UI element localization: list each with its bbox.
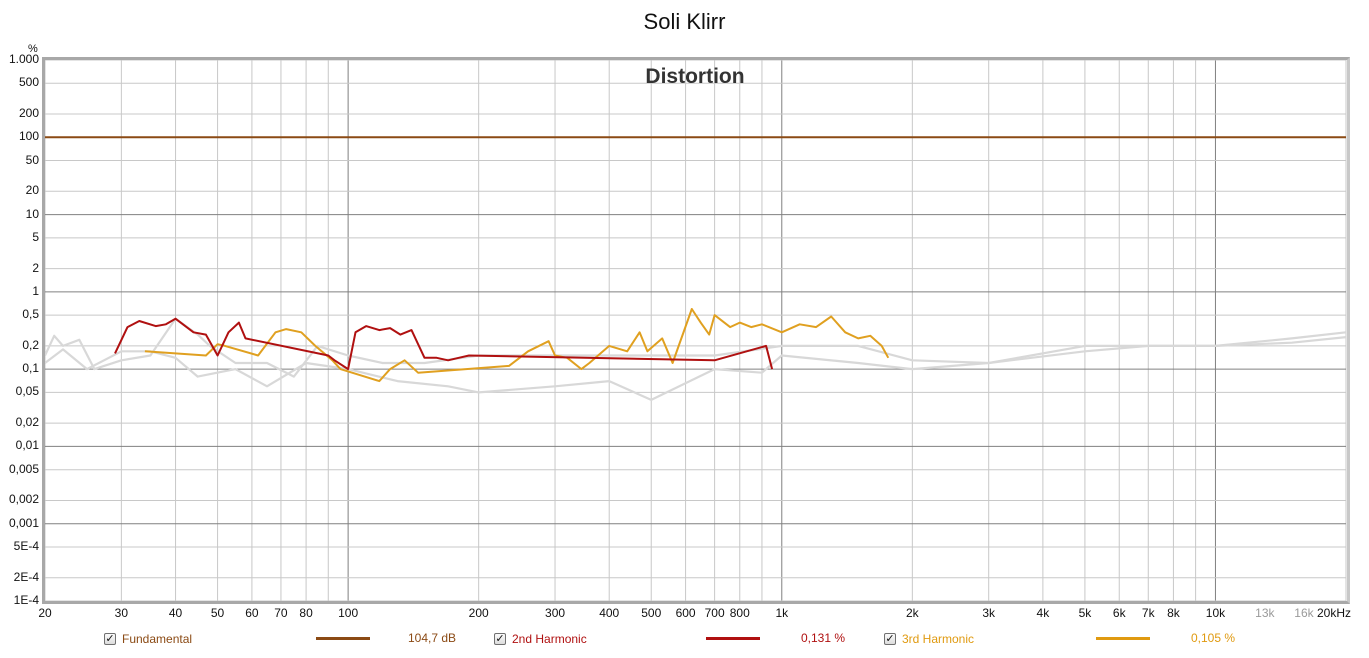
series-noise-b-gray- bbox=[44, 336, 1347, 401]
x-tick-label: 700 bbox=[704, 606, 725, 620]
y-tick-label: 1.000 bbox=[8, 52, 39, 66]
x-tick-label: 300 bbox=[545, 606, 566, 620]
x-tick-label: 5k bbox=[1078, 606, 1092, 620]
series-3rd-harmonic bbox=[144, 308, 890, 383]
y-tick-label: 50 bbox=[25, 152, 39, 167]
x-tick-label: 600 bbox=[675, 606, 696, 620]
x-tick-label: 800 bbox=[729, 606, 750, 620]
x-tick-label: 10k bbox=[1205, 606, 1226, 620]
fundamental-label: Fundamental bbox=[122, 632, 193, 646]
series-2nd-harmonic bbox=[114, 317, 774, 371]
y-tick-label: 0,1 bbox=[22, 361, 39, 376]
x-tick-label: 8k bbox=[1167, 606, 1180, 620]
x-tick-label: 200 bbox=[468, 606, 489, 620]
y-tick-label: 5E-4 bbox=[13, 538, 39, 553]
fundamental-checkbox[interactable]: ✓ bbox=[104, 633, 116, 645]
x-tick-label: 20kHz bbox=[1316, 606, 1352, 620]
y-tick-label: 0,002 bbox=[8, 492, 39, 507]
y-tick-label: 1E-4 bbox=[13, 593, 39, 607]
3rd-harmonic-label: 3rd Harmonic bbox=[902, 632, 975, 646]
x-tick-label: 7k bbox=[1141, 606, 1155, 620]
y-tick-label: 2 bbox=[32, 260, 39, 275]
y-tick-label: 0,2 bbox=[22, 337, 39, 352]
x-tick-label: 40 bbox=[168, 606, 183, 620]
x-tick-label: 3k bbox=[982, 606, 996, 620]
y-tick-label: 0,001 bbox=[8, 515, 39, 530]
y-tick-label: 0,05 bbox=[15, 384, 39, 399]
y-tick-label: 500 bbox=[18, 75, 39, 90]
legend-3rd-harmonic[interactable]: ✓ 3rd Harmonic bbox=[884, 630, 974, 648]
x-tick-label: 70 bbox=[274, 606, 288, 620]
x-tick-label: 80 bbox=[299, 606, 313, 620]
2nd-harmonic-line-swatch bbox=[706, 637, 760, 640]
2nd-harmonic-value: 0,131 % bbox=[801, 631, 846, 645]
3rd-harmonic-line-swatch bbox=[1096, 637, 1150, 640]
3rd-harmonic-checkbox[interactable]: ✓ bbox=[884, 633, 896, 645]
y-axis-unit: % bbox=[28, 43, 38, 55]
legend-2nd-harmonic[interactable]: ✓ 2nd Harmonic bbox=[494, 630, 587, 648]
x-tick-label: 2k bbox=[905, 606, 919, 620]
legend-fundamental[interactable]: ✓ Fundamental bbox=[104, 630, 192, 648]
y-tick-label: 10 bbox=[25, 206, 39, 221]
x-tick-label: 100 bbox=[338, 606, 359, 620]
x-tick-label: 6k bbox=[1112, 606, 1126, 620]
fundamental-value: 104,7 dB bbox=[408, 631, 457, 645]
x-tick-label: 400 bbox=[599, 606, 620, 620]
2nd-harmonic-checkbox[interactable]: ✓ bbox=[494, 633, 506, 645]
x-tick-label: 20 bbox=[38, 606, 52, 620]
x-tick-label: 13k bbox=[1255, 606, 1275, 620]
2nd-harmonic-label: 2nd Harmonic bbox=[512, 632, 587, 646]
3rd-harmonic-value: 0,105 % bbox=[1191, 631, 1236, 645]
plot-frame bbox=[42, 57, 1350, 604]
x-tick-label: 60 bbox=[245, 606, 259, 620]
y-tick-label: 200 bbox=[18, 106, 39, 121]
y-tick-label: 2E-4 bbox=[13, 569, 39, 584]
y-tick-label: 0,02 bbox=[15, 415, 39, 430]
fundamental-line-swatch bbox=[316, 637, 370, 640]
x-tick-label: 50 bbox=[210, 606, 225, 620]
y-tick-label: 100 bbox=[18, 129, 39, 144]
x-tick-label: 30 bbox=[114, 606, 129, 620]
y-tick-label: 0,005 bbox=[8, 461, 39, 476]
y-tick-label: 0,01 bbox=[15, 438, 39, 453]
x-tick-label: 500 bbox=[641, 606, 662, 620]
window-title: Soli Klirr bbox=[643, 9, 726, 34]
x-tick-label: 1k bbox=[775, 606, 789, 620]
x-tick-label: 4k bbox=[1036, 606, 1050, 620]
y-tick-label: 5 bbox=[32, 229, 39, 244]
chart-title: Distortion bbox=[645, 65, 744, 88]
y-tick-label: 1 bbox=[32, 283, 39, 298]
y-tick-label: 20 bbox=[25, 183, 39, 198]
data-series bbox=[44, 136, 1347, 401]
y-tick-label: 0,5 bbox=[22, 307, 39, 322]
x-tick-label: 16k bbox=[1294, 606, 1314, 620]
